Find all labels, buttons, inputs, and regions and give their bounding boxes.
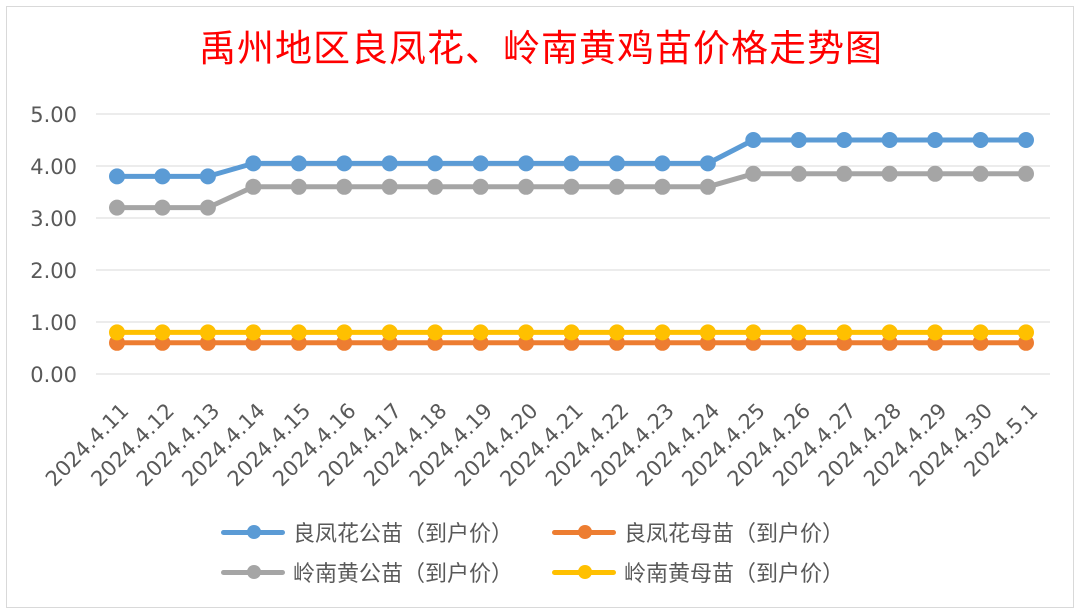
- data-point: [790, 132, 807, 148]
- data-point: [518, 155, 535, 172]
- data-point: [109, 199, 125, 216]
- data-point: [472, 155, 489, 172]
- series-3: [109, 324, 1034, 341]
- data-point: [654, 155, 671, 172]
- data-point: [654, 324, 671, 341]
- data-point: [245, 178, 262, 195]
- data-point: [199, 324, 216, 341]
- y-tick-label: 0.00: [30, 363, 77, 387]
- data-point: [699, 324, 716, 341]
- data-point: [699, 178, 716, 195]
- data-point: [472, 178, 489, 195]
- y-tick-label: 1.00: [30, 311, 77, 335]
- data-point: [1018, 165, 1034, 182]
- data-point: [972, 132, 989, 148]
- data-point: [608, 178, 625, 195]
- series-0: [109, 132, 1034, 185]
- data-point: [427, 155, 444, 172]
- data-point: [109, 324, 125, 341]
- data-point: [836, 132, 853, 148]
- data-point: [381, 324, 398, 341]
- data-point: [927, 132, 944, 148]
- data-point: [381, 155, 398, 172]
- data-point: [290, 178, 307, 195]
- grid-lines: 0.00 1.00 2.00 3.00 4.00 5.00: [30, 103, 1050, 387]
- data-point: [336, 155, 353, 172]
- data-point: [836, 165, 853, 182]
- data-point: [563, 178, 580, 195]
- data-point: [608, 324, 625, 341]
- data-point: [336, 178, 353, 195]
- y-tick-label: 3.00: [30, 207, 77, 231]
- data-point: [154, 199, 171, 216]
- data-point: [1018, 132, 1034, 148]
- series-group: [109, 132, 1034, 351]
- data-point: [245, 324, 262, 341]
- data-point: [654, 178, 671, 195]
- data-point: [109, 168, 125, 185]
- data-point: [199, 168, 216, 185]
- data-point: [836, 324, 853, 341]
- data-point: [699, 155, 716, 172]
- data-point: [745, 132, 762, 148]
- data-point: [927, 165, 944, 182]
- data-point: [427, 178, 444, 195]
- data-point: [972, 324, 989, 341]
- y-tick-label: 4.00: [30, 155, 77, 179]
- data-point: [518, 178, 535, 195]
- data-point: [381, 178, 398, 195]
- data-point: [199, 199, 216, 216]
- x-axis-labels: 2024.4.112024.4.122024.4.132024.4.142024…: [41, 399, 1043, 492]
- data-point: [154, 324, 171, 341]
- data-point: [290, 155, 307, 172]
- data-point: [245, 155, 262, 172]
- series-2: [109, 165, 1034, 216]
- data-point: [563, 155, 580, 172]
- data-point: [154, 168, 171, 185]
- data-point: [336, 324, 353, 341]
- data-point: [881, 132, 898, 148]
- data-point: [518, 324, 535, 341]
- data-point: [972, 165, 989, 182]
- y-tick-label: 2.00: [30, 259, 77, 283]
- data-point: [790, 165, 807, 182]
- data-point: [790, 324, 807, 341]
- data-point: [427, 324, 444, 341]
- data-point: [472, 324, 489, 341]
- data-point: [563, 324, 580, 341]
- data-point: [745, 324, 762, 341]
- chart-area: [6, 6, 1074, 608]
- data-point: [881, 324, 898, 341]
- data-point: [1018, 324, 1034, 341]
- data-point: [745, 165, 762, 182]
- y-tick-label: 5.00: [30, 103, 77, 127]
- data-point: [290, 324, 307, 341]
- data-point: [881, 165, 898, 182]
- data-point: [927, 324, 944, 341]
- data-point: [608, 155, 625, 172]
- chart-title: 禹州地区良凤花、岭南黄鸡苗价格走势图: [199, 27, 883, 70]
